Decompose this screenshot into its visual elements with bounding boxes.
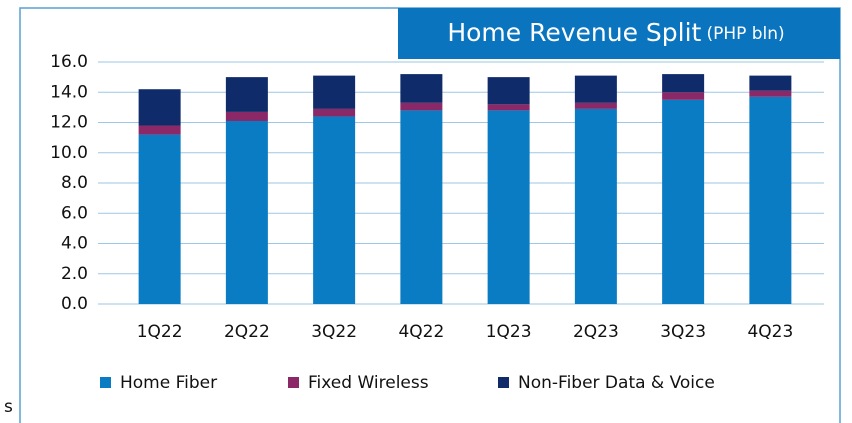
- bar-segment: [574, 102, 617, 109]
- bar-segment: [749, 96, 792, 304]
- bar-segment: [313, 116, 356, 304]
- bar-segment: [487, 104, 530, 111]
- y-tick-label: 12.0: [50, 113, 88, 133]
- bar-segment: [400, 110, 443, 305]
- x-tick-label: 1Q23: [486, 322, 532, 342]
- x-tick-label: 3Q23: [660, 322, 706, 342]
- y-tick-label: 8.0: [61, 173, 88, 193]
- bar-segment: [487, 77, 530, 105]
- bar-segment: [662, 92, 705, 100]
- chart-title: Home Revenue Split: [447, 18, 701, 47]
- x-tick-label: 4Q22: [398, 322, 444, 342]
- fragment: s: [4, 397, 13, 417]
- legend-swatch: [100, 377, 111, 388]
- bar-segment: [225, 120, 268, 304]
- bar-segment: [225, 111, 268, 121]
- chart-title-group: Home Revenue Split (PHP bln): [447, 18, 784, 47]
- y-tick-label: 4.0: [61, 234, 88, 254]
- bar-segment: [400, 74, 443, 103]
- bar-segment: [138, 89, 181, 126]
- legend-label: Home Fiber: [120, 373, 217, 393]
- bar-segment: [487, 110, 530, 305]
- y-tick-label: 16.0: [50, 52, 88, 72]
- bar-segment: [662, 99, 705, 304]
- legend-label: Non-Fiber Data & Voice: [518, 373, 715, 393]
- bar-segment: [662, 74, 705, 93]
- y-tick-label: 6.0: [61, 203, 88, 223]
- y-tick-label: 2.0: [61, 264, 88, 284]
- bar-segment: [400, 102, 443, 111]
- legend-label: Fixed Wireless: [308, 373, 429, 393]
- bar-segment: [225, 77, 268, 112]
- x-tick-label: 2Q22: [224, 322, 270, 342]
- y-tick-label: 10.0: [50, 143, 88, 163]
- bar-segment: [574, 108, 617, 304]
- bar-segment: [749, 75, 792, 91]
- bar-segment: [138, 125, 181, 135]
- bar-segment: [749, 90, 792, 97]
- bar-segment: [313, 75, 356, 109]
- x-tick-label: 3Q22: [311, 322, 357, 342]
- x-tick-label: 2Q23: [573, 322, 619, 342]
- bar-segment: [313, 108, 356, 117]
- y-tick-label: 0.0: [61, 294, 88, 314]
- y-tick-label: 14.0: [50, 82, 88, 102]
- legend-swatch: [288, 377, 299, 388]
- x-tick-label: 1Q22: [137, 322, 183, 342]
- bar-segment: [574, 75, 617, 103]
- x-tick-label: 4Q23: [747, 322, 793, 342]
- legend-swatch: [498, 377, 509, 388]
- bar-segment: [138, 134, 181, 304]
- chart-subtitle: (PHP bln): [706, 24, 784, 44]
- title-box: [398, 8, 840, 59]
